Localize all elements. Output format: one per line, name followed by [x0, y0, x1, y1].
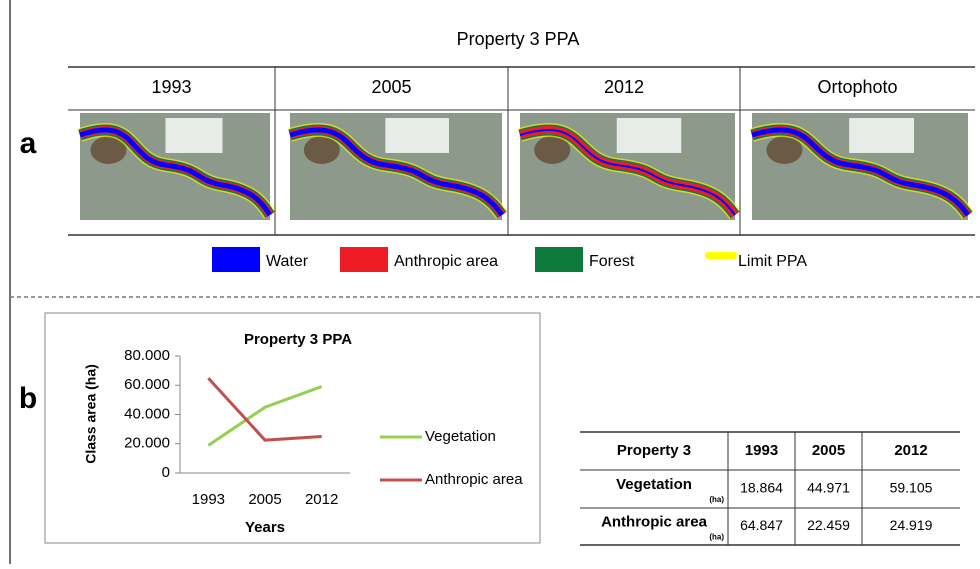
map-images: [77, 113, 974, 220]
map-field: [616, 118, 682, 153]
legend-swatch: [535, 247, 583, 272]
map-water: [79, 127, 273, 217]
legend-label: Water: [266, 253, 309, 270]
row-label: Vegetation: [616, 476, 692, 493]
series-line: [207, 377, 322, 442]
y-tick-label: 20.000: [124, 435, 170, 452]
y-axis-title: Class area (ha): [83, 364, 99, 464]
table-header: 1993: [745, 442, 778, 459]
legend-swatch: [340, 247, 388, 272]
chart-frame: [44, 312, 541, 544]
table-cell: 22.459: [807, 517, 850, 533]
column-header: Ortophoto: [817, 77, 897, 97]
x-tick-label: 1993: [192, 491, 225, 508]
map-field: [849, 118, 914, 153]
legend-label: Anthropic area: [425, 471, 523, 488]
table-header: 2005: [812, 442, 845, 459]
map-lake: [303, 136, 340, 164]
map-field: [385, 118, 449, 153]
column-header: 2005: [371, 77, 411, 97]
legend-swatch: [212, 247, 260, 272]
map-water: [519, 129, 736, 216]
table: Property 3 1993 2005 2012 Vegetation (ha) 18.8…: [580, 431, 960, 546]
column-header: 2012: [604, 77, 644, 97]
y-tick-label: 0: [162, 464, 170, 481]
map-lake: [534, 136, 571, 164]
y-tick-label: 80.000: [124, 347, 170, 364]
map-water: [289, 127, 505, 217]
table-cell: 59.105: [890, 480, 933, 496]
x-axis-title: Years: [245, 519, 285, 536]
map-image: [287, 113, 508, 220]
legend-swatch: [705, 252, 737, 259]
y-tick-label: 40.000: [124, 405, 170, 422]
table-header: Property 3: [617, 442, 691, 459]
x-tick-label: 2012: [305, 491, 338, 508]
column-header: 1993: [151, 77, 191, 97]
unit-label: (ha): [709, 495, 724, 504]
table-cell: 24.919: [890, 517, 933, 533]
table-cell: 64.847: [740, 517, 783, 533]
legend-label: Anthropic area: [394, 253, 498, 270]
table-cell: 18.864: [740, 480, 783, 496]
map-image: [749, 113, 974, 220]
panel-title: Property 3 PPA: [457, 29, 580, 49]
chart: Property 3 PPA Class area (ha) Years 0 20…: [44, 312, 541, 544]
panel-label: a: [20, 127, 37, 160]
legend-label: Forest: [589, 253, 635, 270]
row-label: Anthropic area: [601, 513, 708, 530]
y-tick-label: 60.000: [124, 376, 170, 393]
map-image: [517, 113, 741, 220]
map-field: [165, 118, 223, 153]
panel-label: b: [19, 382, 37, 415]
series-line: [207, 385, 323, 447]
table-cell: 44.971: [807, 480, 850, 496]
table-header: 2012: [894, 442, 927, 459]
map-lake: [90, 136, 127, 164]
legend-label: Vegetation: [425, 428, 496, 445]
legend-label: Limit PPA: [738, 253, 807, 270]
x-tick-label: 2005: [248, 491, 281, 508]
map-image: [77, 113, 276, 220]
map-water: [751, 127, 971, 217]
map-lake: [766, 136, 803, 164]
unit-label: (ha): [709, 533, 724, 542]
chart-title: Property 3 PPA: [244, 331, 352, 348]
